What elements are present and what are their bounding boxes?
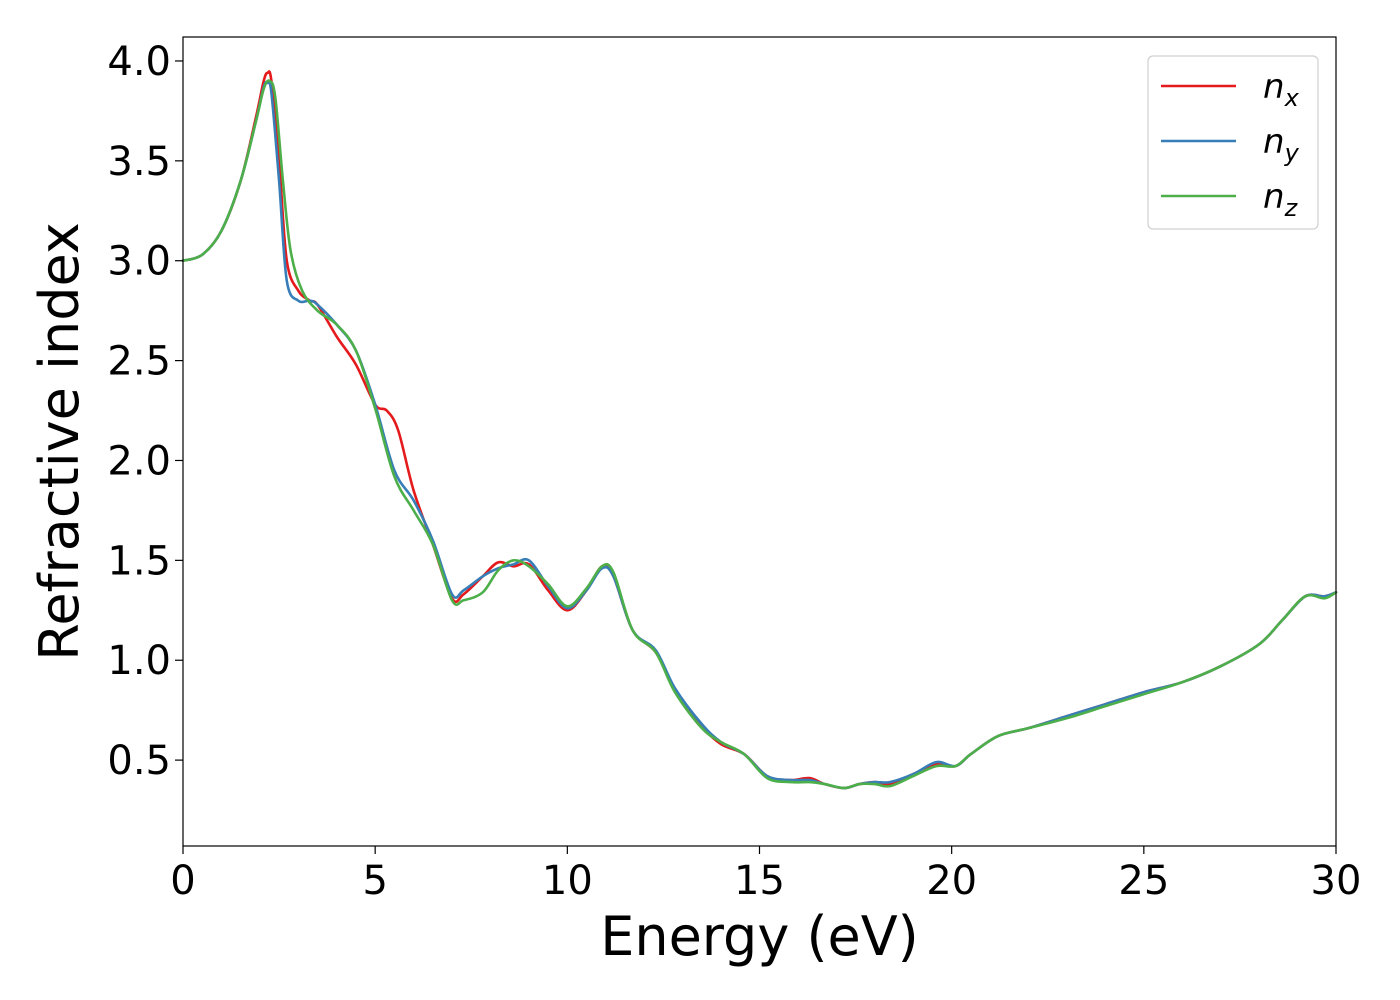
x-axis-title: Energy (eV) [600,905,919,968]
x-ticks: 0 5 10 15 20 25 30 [170,846,1361,904]
y-tick-label: 2.5 [107,339,171,385]
x-tick-label: 25 [1118,858,1169,904]
y-tick-label: 1.5 [107,538,171,584]
series-layer [181,70,1338,790]
y-tick-label: 0.5 [107,738,171,784]
x-tick-label: 0 [170,858,195,904]
y-tick-label: 4.0 [107,39,171,85]
legend-label-z: nz [1263,177,1299,222]
y-tick-label: 3.5 [107,139,171,185]
y-tick-label: 2.0 [107,438,171,484]
x-tick-label: 30 [1311,858,1362,904]
y-tick-label: 3.0 [107,239,171,285]
y-ticks: 0.5 1.0 1.5 2.0 2.5 3.0 3.5 4.0 [107,39,183,784]
legend-box [1147,55,1319,230]
series-line-z [181,79,1338,790]
y-axis-title: Refractive index [28,222,91,661]
y-tick-label: 1.0 [107,638,171,684]
x-tick-label: 20 [926,858,977,904]
x-tick-label: 5 [362,858,387,904]
legend: nx ny nz [1147,55,1319,230]
x-tick-label: 10 [542,858,593,904]
legend-label-x: nx [1263,67,1300,112]
x-tick-label: 15 [734,858,785,904]
legend-label-y: ny [1263,122,1300,167]
